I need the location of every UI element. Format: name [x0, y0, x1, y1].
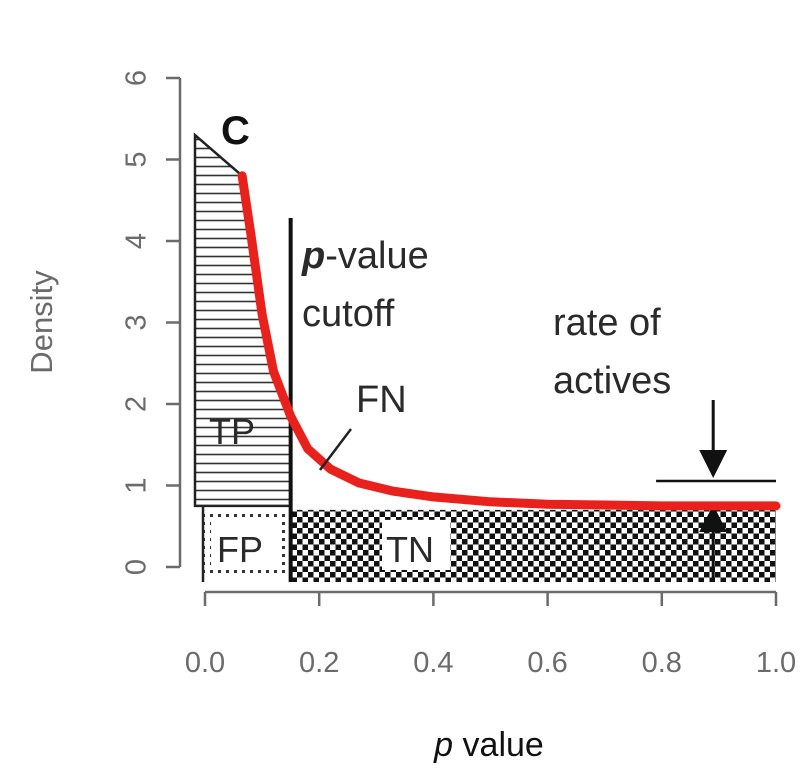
regions: TP FP TN: [193, 132, 776, 582]
x-axis: 0.0 0.2 0.4 0.6 0.8 1.0: [185, 590, 796, 679]
x-ticks: 0.0 0.2 0.4 0.6 0.8 1.0: [185, 592, 796, 679]
x-tick-label: 0.6: [527, 647, 567, 679]
x-tick-label: 1.0: [756, 647, 796, 679]
cutoff-label-rest: -value: [325, 235, 429, 277]
fp-label: FP: [217, 529, 263, 570]
series-layer: [237, 171, 781, 511]
x-axis-title-italic: p: [433, 726, 453, 764]
cutoff-label-line1: p-value: [301, 235, 429, 277]
y-tick-label: 6: [121, 70, 153, 86]
density-curve: [237, 171, 781, 511]
y-axis-title: Density: [24, 270, 59, 374]
cutoff-label-bold: p: [301, 235, 325, 277]
y-tick-label: 0: [121, 559, 153, 575]
tn-region: [290, 509, 776, 582]
rate-arrow-up-head: [699, 505, 728, 532]
panel-label: C: [221, 109, 250, 153]
tn-label-bg: [382, 519, 451, 570]
tn-label: TN: [386, 529, 434, 570]
annotations: C p-value cutoff FN rate of actives: [221, 109, 671, 471]
x-tick-label: 0.8: [642, 647, 682, 679]
y-tick-label: 4: [121, 233, 153, 249]
fp-inner: [211, 519, 279, 570]
y-axis: 0 1 2 3 4 5 6: [121, 70, 182, 575]
rate-arrow-down-head: [699, 450, 728, 478]
y-tick-label: 3: [121, 314, 153, 330]
y-tick-label: 5: [121, 151, 153, 167]
fn-label: FN: [356, 379, 407, 421]
rate-label-line1: rate of: [553, 302, 661, 344]
y-ticks: 0 1 2 3 4 5 6: [121, 70, 180, 575]
x-tick-label: 0.2: [299, 647, 339, 679]
cutoff-label-line2: cutoff: [302, 293, 395, 335]
x-tick-label: 0.4: [413, 647, 453, 679]
rate-label-line2: actives: [553, 360, 671, 402]
tp-label: TP: [209, 411, 255, 452]
x-axis-title-rest: value: [453, 726, 544, 764]
x-axis-title: p value: [433, 726, 544, 764]
y-tick-label: 2: [121, 396, 153, 412]
fn-pointer: [319, 428, 352, 471]
y-tick-label: 1: [121, 477, 153, 493]
x-tick-label: 0.0: [185, 647, 225, 679]
